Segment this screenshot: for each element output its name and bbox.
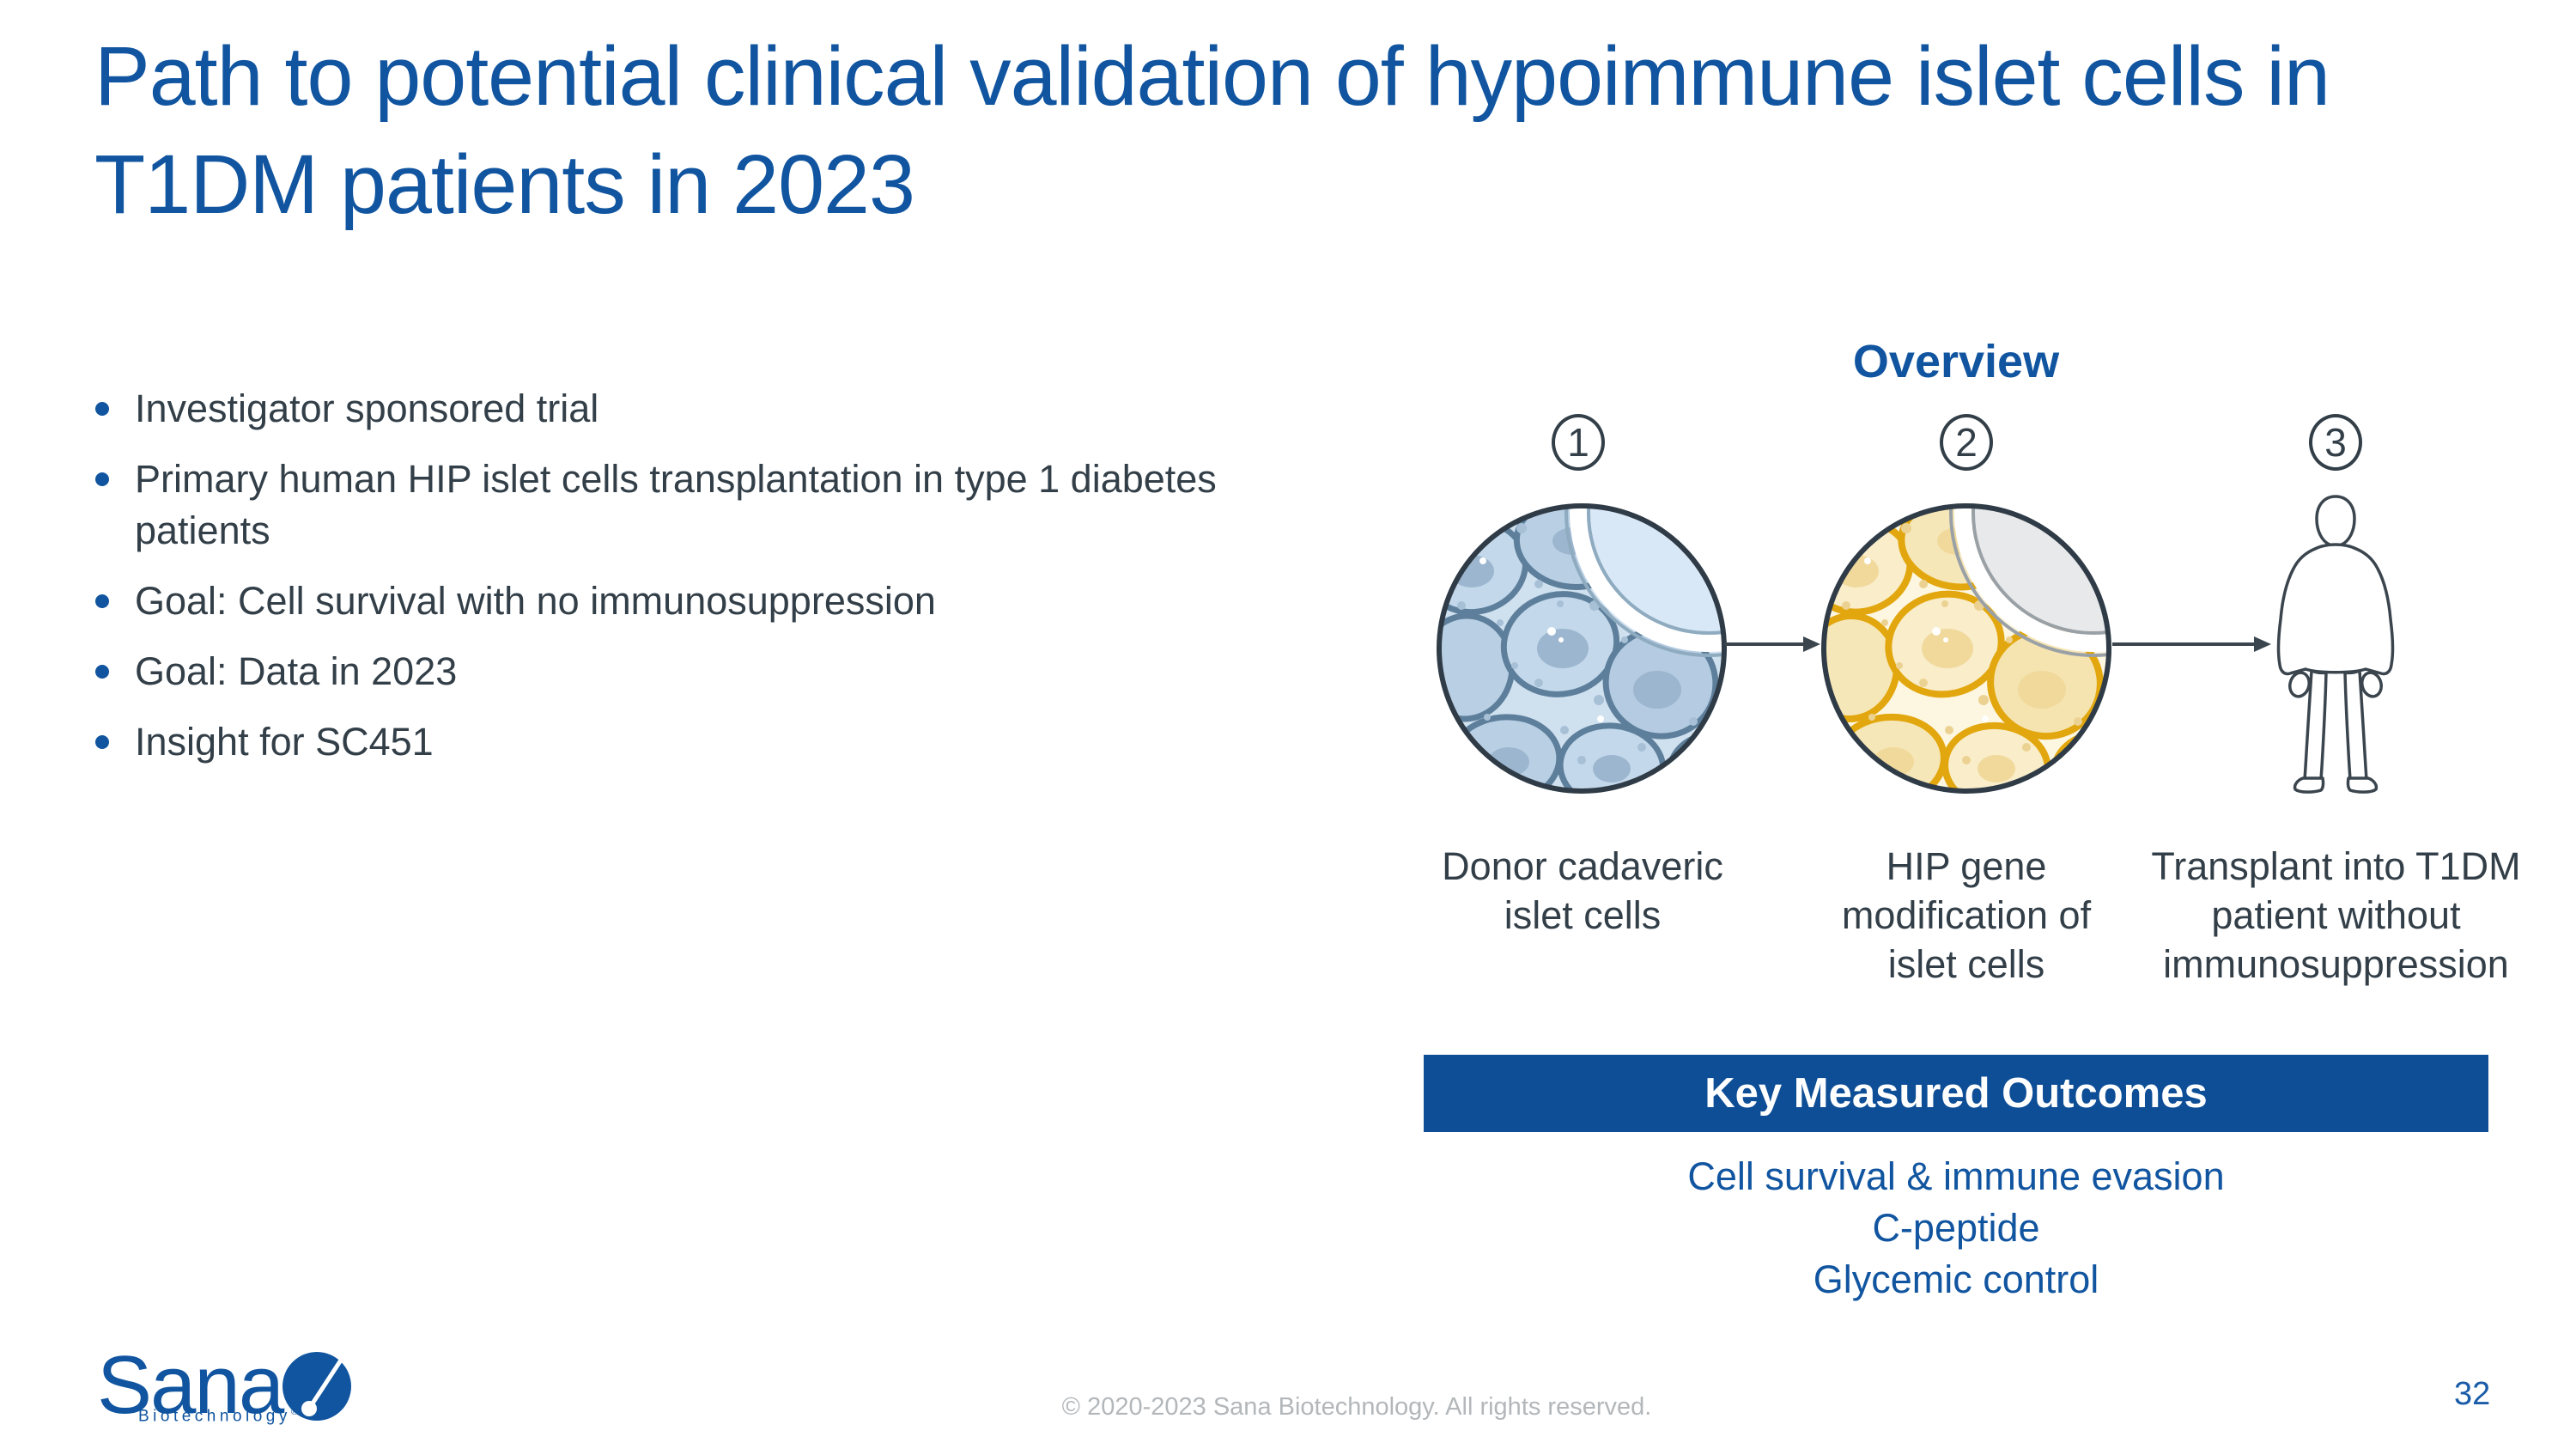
key-outcomes-heading: Key Measured Outcomes: [1704, 1070, 2208, 1117]
step-number: 3: [2324, 420, 2347, 465]
step-2-label: HIP gene modification of islet cells: [1841, 844, 2092, 986]
arrow-right-icon: [1724, 636, 1820, 652]
bullet-item: Primary human HIP islet cells transplant…: [90, 454, 1232, 557]
step-3-number-badge: 3: [2309, 414, 2362, 471]
bullet-text: Goal: Data in 2023: [135, 649, 458, 693]
outcome-item: C-peptide: [1872, 1206, 2040, 1250]
bullet-item: Goal: Cell survival with no immunosuppre…: [90, 575, 1232, 627]
key-outcomes-banner: Key Measured Outcomes: [1424, 1055, 2488, 1132]
bullet-text: Primary human HIP islet cells transplant…: [135, 457, 1217, 552]
step-2-number-badge: 2: [1940, 414, 1993, 471]
slide-title: Path to potential clinical validation of…: [94, 29, 2330, 232]
page-number: 32: [2454, 1376, 2491, 1412]
bullet-dot-icon: [95, 735, 109, 749]
bullet-dot-icon: [95, 472, 109, 486]
bullet-dot-icon: [95, 665, 109, 679]
step-1-number-badge: 1: [1552, 414, 1605, 471]
outcome-item: Cell survival & immune evasion: [1687, 1154, 2225, 1198]
hip-modified-islet-cells-yellow-illustration: [1821, 503, 2111, 794]
bullet-item: Goal: Data in 2023: [90, 646, 1232, 697]
bullet-dot-icon: [95, 594, 109, 608]
step-1-label: Donor cadaveric islet cells: [1442, 844, 1723, 937]
bullet-text: Insight for SC451: [135, 720, 434, 764]
donor-islet-cells-blue-illustration: [1437, 503, 1727, 794]
bullet-dot-icon: [95, 402, 109, 416]
step-number: 2: [1955, 420, 1978, 465]
sana-logo-subtext: Biotechnology®: [138, 1407, 298, 1426]
sana-logo: Sana Biotechnology®: [97, 1339, 380, 1445]
bullet-item: Investigator sponsored trial: [90, 383, 1232, 435]
sana-needle-circle-icon: [283, 1352, 351, 1421]
step-3-label: Transplant into T1DM patient without imm…: [2151, 844, 2521, 986]
step-number: 1: [1567, 420, 1589, 465]
outcome-item: Glycemic control: [1813, 1257, 2099, 1301]
bullet-item: Insight for SC451: [90, 716, 1232, 768]
sana-wordmark: Sana: [97, 1339, 284, 1431]
arrow-right-icon: [2112, 636, 2271, 652]
outcomes-list: Cell survival & immune evasion C-peptide…: [1424, 1151, 2488, 1306]
patient-figure-outline-illustration: [2276, 495, 2395, 794]
copyright-text: © 2020-2023 Sana Biotechnology. All righ…: [1061, 1393, 1652, 1421]
bullet-text: Goal: Cell survival with no immunosuppre…: [135, 579, 936, 623]
overview-heading: Overview: [1852, 336, 2060, 387]
person-outline-group: [2276, 495, 2395, 794]
bullet-text: Investigator sponsored trial: [135, 387, 599, 430]
bullet-list: Investigator sponsored trial Primary hum…: [90, 383, 1232, 787]
